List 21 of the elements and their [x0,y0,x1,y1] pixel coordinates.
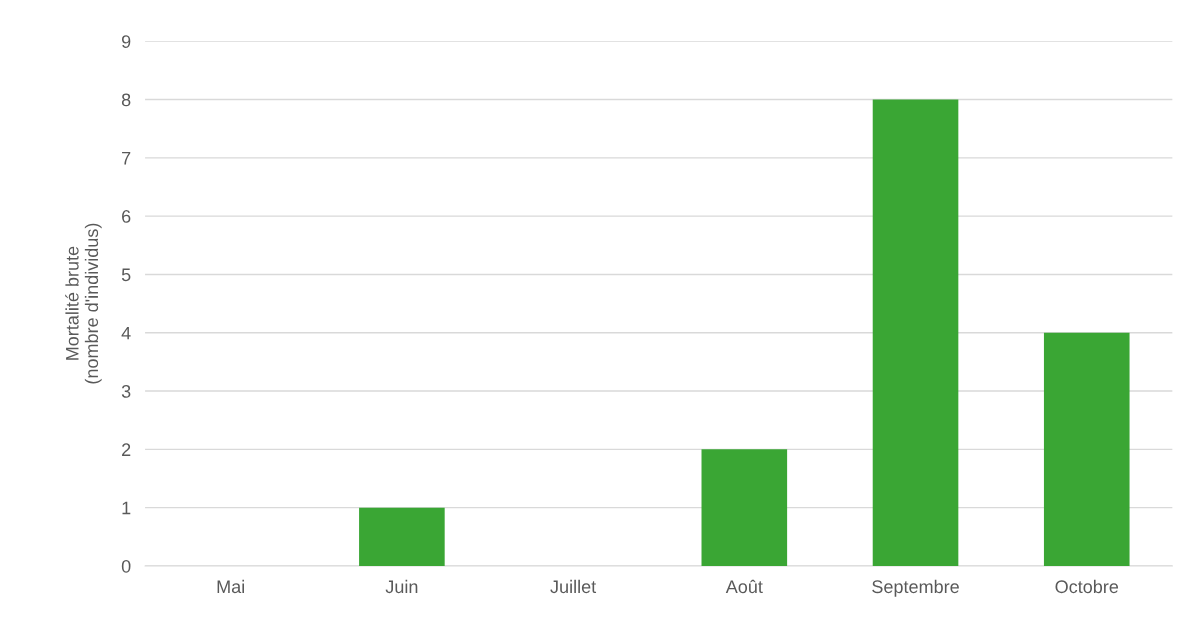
y-tick-label: 3 [121,385,131,398]
x-tick-label: Août [725,579,763,594]
x-tick-label: Juin [385,579,418,594]
y-axis-title: Mortalité brute (nombre d'individus) [65,223,102,384]
y-tick-label: 7 [122,151,131,165]
x-tick-label: Octobre [1055,579,1119,594]
y-tick-label: 0 [121,559,131,573]
x-tick-label: Septembre [872,579,959,597]
y-tick-label: 9 [121,35,131,48]
x-tick-label: Juillet [550,579,597,594]
y-tick-label: 8 [121,93,131,107]
bar [872,99,959,566]
y-tick-label: 2 [122,443,131,456]
bar [1043,332,1130,566]
x-tick-label: Mai [217,579,244,594]
y-tick-label: 5 [121,268,131,282]
bar [359,507,445,566]
y-tick-label: 6 [122,210,131,223]
bar [701,449,788,566]
y-tick-label: 1 [122,501,131,515]
y-tick-label: 4 [121,326,131,340]
